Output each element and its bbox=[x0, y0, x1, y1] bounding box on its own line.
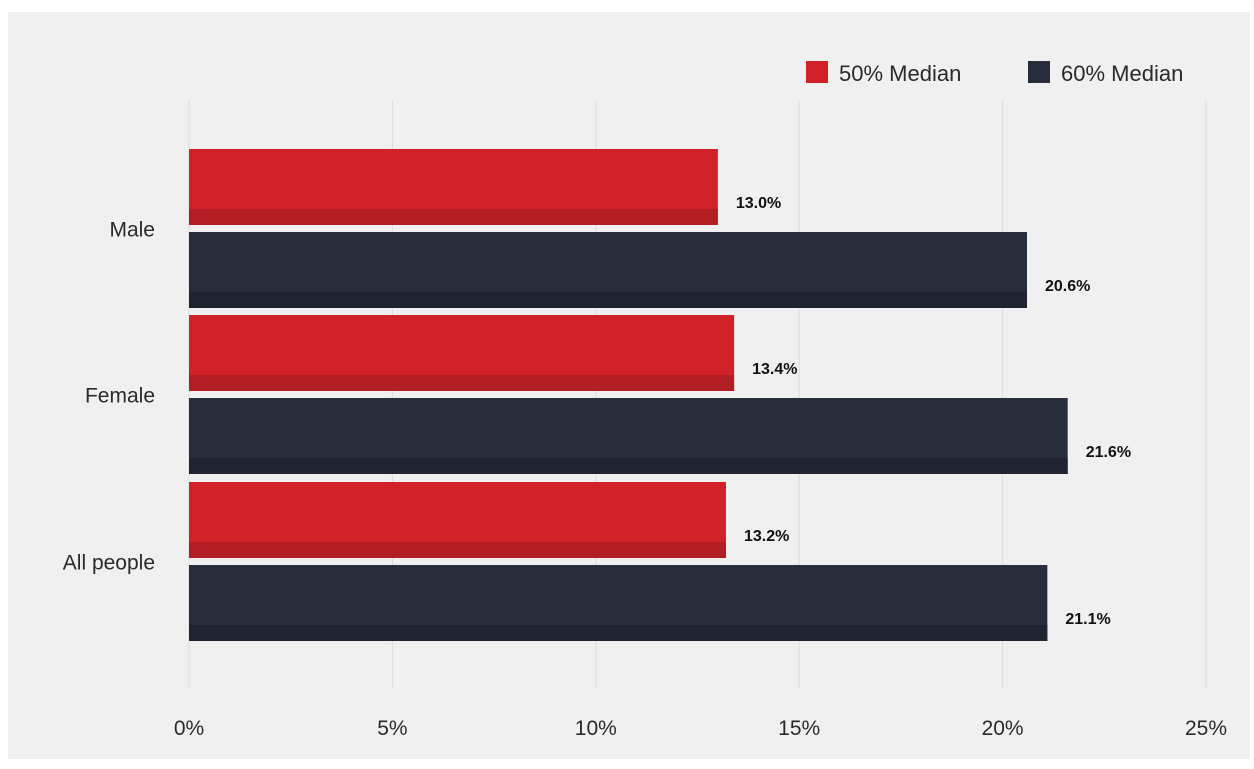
x-tick-label: 20% bbox=[982, 717, 1024, 740]
x-tick-label: 0% bbox=[174, 717, 204, 740]
data-label: 21.1% bbox=[1065, 611, 1110, 628]
legend-label: 50% Median bbox=[839, 61, 961, 86]
bar-shade bbox=[189, 209, 718, 225]
data-label: 13.4% bbox=[752, 361, 797, 378]
category-label: Male bbox=[109, 219, 155, 242]
bar-shade bbox=[189, 625, 1048, 641]
legend-swatch bbox=[1028, 61, 1050, 83]
data-label: 21.6% bbox=[1086, 444, 1131, 461]
data-label: 20.6% bbox=[1045, 278, 1090, 295]
x-tick-label: 15% bbox=[778, 717, 820, 740]
bar-shade bbox=[189, 292, 1028, 308]
x-tick-label: 25% bbox=[1185, 717, 1227, 740]
x-tick-label: 10% bbox=[575, 717, 617, 740]
x-tick-label: 5% bbox=[377, 717, 407, 740]
bar-shade bbox=[189, 375, 735, 391]
bars bbox=[189, 149, 1068, 641]
category-label: All people bbox=[63, 552, 155, 575]
legend-label: 60% Median bbox=[1061, 61, 1183, 86]
legend: 50% Median 60% Median bbox=[806, 61, 1183, 86]
bar-shade bbox=[189, 458, 1068, 474]
category-label: Female bbox=[85, 385, 155, 408]
labels: 0% 5% 10% 15% 20% 25% 13.0% 20.6% Male 13.4% 21.6%… bbox=[63, 195, 1227, 740]
data-label: 13.2% bbox=[744, 528, 789, 545]
bar-shade bbox=[189, 542, 726, 558]
data-label: 13.0% bbox=[736, 195, 781, 212]
legend-swatch bbox=[806, 61, 828, 83]
